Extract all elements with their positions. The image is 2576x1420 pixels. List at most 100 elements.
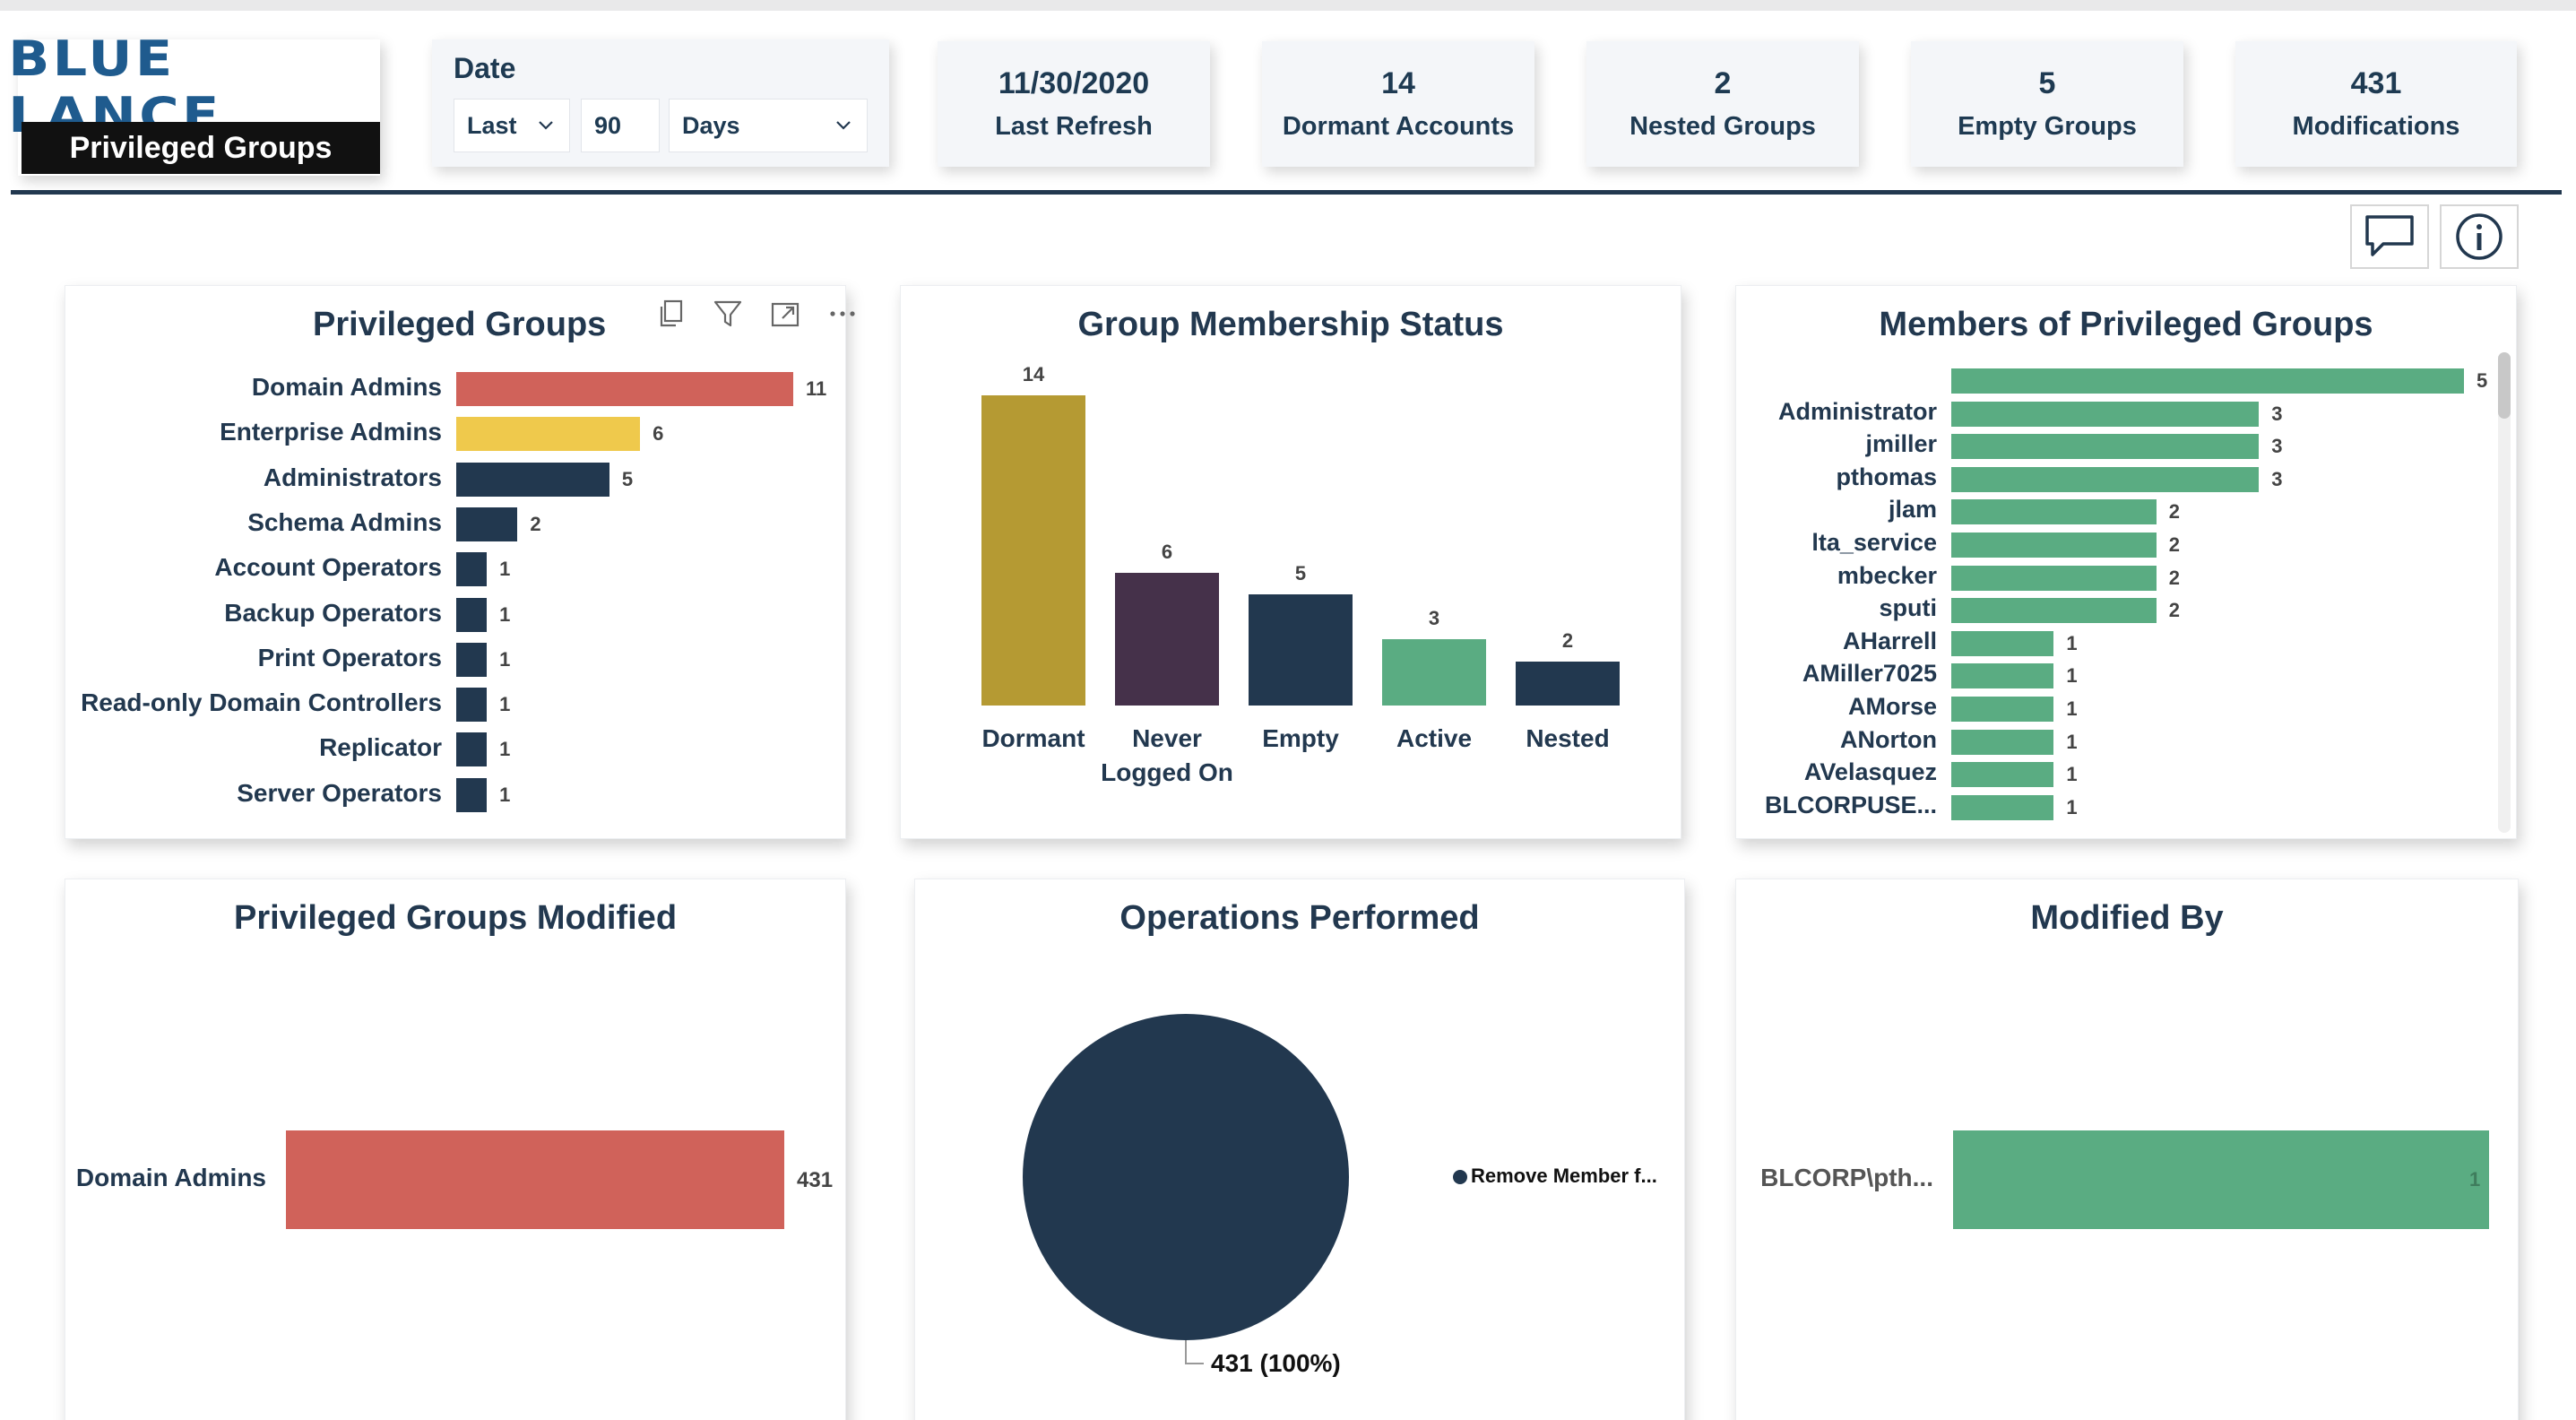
page-title: Privileged Groups <box>22 122 380 174</box>
kpi-label: Nested Groups <box>1629 112 1816 141</box>
bar <box>456 732 488 767</box>
kpi-label: Last Refresh <box>995 112 1153 141</box>
filter-icon[interactable] <box>713 299 743 329</box>
chart-title: Privileged Groups <box>313 306 607 343</box>
date-unit-dropdown[interactable]: Days <box>669 99 868 152</box>
bar-value-label: 1 <box>499 602 511 626</box>
operations-performed-card: Operations Performed Remove Member f... 4… <box>914 879 1685 1420</box>
bar-value-label: 1 <box>2066 697 2078 720</box>
bar-category-label: Nested <box>1526 724 1610 752</box>
bar-category-label: BLCORP\pth... <box>1760 1164 1933 1191</box>
chevron-down-icon <box>836 121 851 130</box>
kpi-last-refresh: 11/30/2020 Last Refresh <box>938 41 1210 167</box>
bar <box>1516 661 1620 706</box>
bar-value-label: 2 <box>2168 533 2181 556</box>
date-unit-value: Days <box>682 111 740 139</box>
kpi-nested-groups: 2 Nested Groups <box>1586 41 1859 167</box>
more-options-icon[interactable] <box>827 299 858 329</box>
bar-value-label: 11 <box>806 377 827 400</box>
bar <box>456 372 793 406</box>
bar-value-label: 1 <box>2066 631 2078 654</box>
bar-value-label: 1 <box>499 647 511 671</box>
bar-value-label: 2 <box>530 512 541 535</box>
scrollbar-thumb[interactable] <box>2498 352 2511 419</box>
visual-header-icons <box>657 299 858 329</box>
bar <box>286 1130 784 1229</box>
members-scrollbar[interactable] <box>2498 352 2511 833</box>
bar <box>1951 401 2260 427</box>
copy-icon[interactable] <box>657 299 686 329</box>
bar <box>981 395 1085 706</box>
date-amount-input[interactable]: 90 <box>581 99 660 152</box>
bar-value-label: 6 <box>1161 540 1173 563</box>
bar-value-label: 5 <box>1294 562 1307 585</box>
bar-category-label: sputi <box>1879 594 1938 622</box>
data-label-leader-line <box>1185 1340 1204 1364</box>
bar-value-label: 6 <box>653 422 664 446</box>
bar <box>1951 794 2054 820</box>
bar-value-label: 5 <box>2477 369 2488 392</box>
chevron-down-icon <box>539 121 553 130</box>
bar <box>456 642 488 677</box>
bar-value-label: 1 <box>499 738 511 761</box>
bar-category-label: Read-only Domain Controllers <box>81 688 442 717</box>
bar-category-label: BLCORPUSE... <box>1764 791 1937 818</box>
focus-mode-icon[interactable] <box>770 299 800 329</box>
chart-title: Modified By <box>2030 899 2224 937</box>
pie-svg <box>1023 1014 1467 1364</box>
bar-value-label: 1 <box>2066 763 2078 786</box>
bar-category-label: Domain Admins <box>251 373 442 401</box>
kpi-value: 431 <box>2350 66 2402 100</box>
bar <box>456 688 488 723</box>
bar-value-label: 5 <box>621 467 634 490</box>
bar <box>1951 762 2054 788</box>
bar-value-label: 3 <box>1428 606 1440 629</box>
bar-category-label: Dormant <box>981 724 1085 752</box>
comment-button[interactable] <box>2350 204 2429 269</box>
chart-title: Operations Performed <box>1119 899 1480 937</box>
brand-logo: BLUE LANCE <box>8 30 222 143</box>
bar-category-label: AMiller7025 <box>1802 660 1937 688</box>
top-border <box>0 0 2576 11</box>
bar-value-label: 431 <box>797 1168 834 1192</box>
kpi-value: 11/30/2020 <box>998 66 1150 100</box>
bar <box>1115 572 1219 706</box>
pie-slice[interactable] <box>1023 1014 1349 1340</box>
bar-value-label: 3 <box>2271 402 2283 425</box>
date-slicer: Date Last 90 Days <box>432 39 889 167</box>
bar-value-label: 3 <box>2271 435 2283 458</box>
bar <box>1951 532 2157 558</box>
bar-category-label: jmiller <box>1865 430 1937 458</box>
bar-category-label: mbecker <box>1837 561 1937 589</box>
bar-category-label: jlam <box>1888 496 1937 524</box>
bar <box>1382 638 1486 706</box>
bar <box>1953 1130 2489 1229</box>
bar <box>1951 499 2157 525</box>
info-icon <box>2456 213 2503 260</box>
info-button[interactable] <box>2440 204 2519 269</box>
bar <box>1951 565 2157 591</box>
bar-category-label: Schema Admins <box>247 507 442 536</box>
bar-category-label: Active <box>1396 724 1473 752</box>
kpi-label: Modifications <box>2292 112 2460 141</box>
bar <box>1951 434 2260 460</box>
bar-value-label: 2 <box>2168 500 2181 524</box>
modified-by-card: Modified By BLCORP\pth... 1 <box>1735 879 2519 1420</box>
bar-category-label: pthomas <box>1836 463 1937 490</box>
bar-category-label: Server Operators <box>237 778 442 807</box>
bar-value-label: 1 <box>499 783 511 806</box>
kpi-dormant-accounts: 14 Dormant Accounts <box>1262 41 1534 167</box>
bar-category-label: lta_service <box>1811 529 1937 556</box>
date-mode-value: Last <box>467 111 517 139</box>
bar-category-label: Backup Operators <box>224 598 442 627</box>
logo-card: BLUE LANCE Privileged Groups <box>8 30 380 176</box>
bar-category-label: ANorton <box>1840 725 1937 753</box>
chart-title: Group Membership Status <box>1077 306 1504 343</box>
bar <box>456 597 488 632</box>
bar-value-label: 3 <box>2271 467 2283 490</box>
pie-data-label: 431 (100%) <box>1211 1349 1341 1377</box>
bar <box>1951 368 2464 394</box>
date-mode-dropdown[interactable]: Last <box>454 99 570 152</box>
bar-category-label: Administrator <box>1777 397 1937 425</box>
bar <box>1951 663 2054 689</box>
